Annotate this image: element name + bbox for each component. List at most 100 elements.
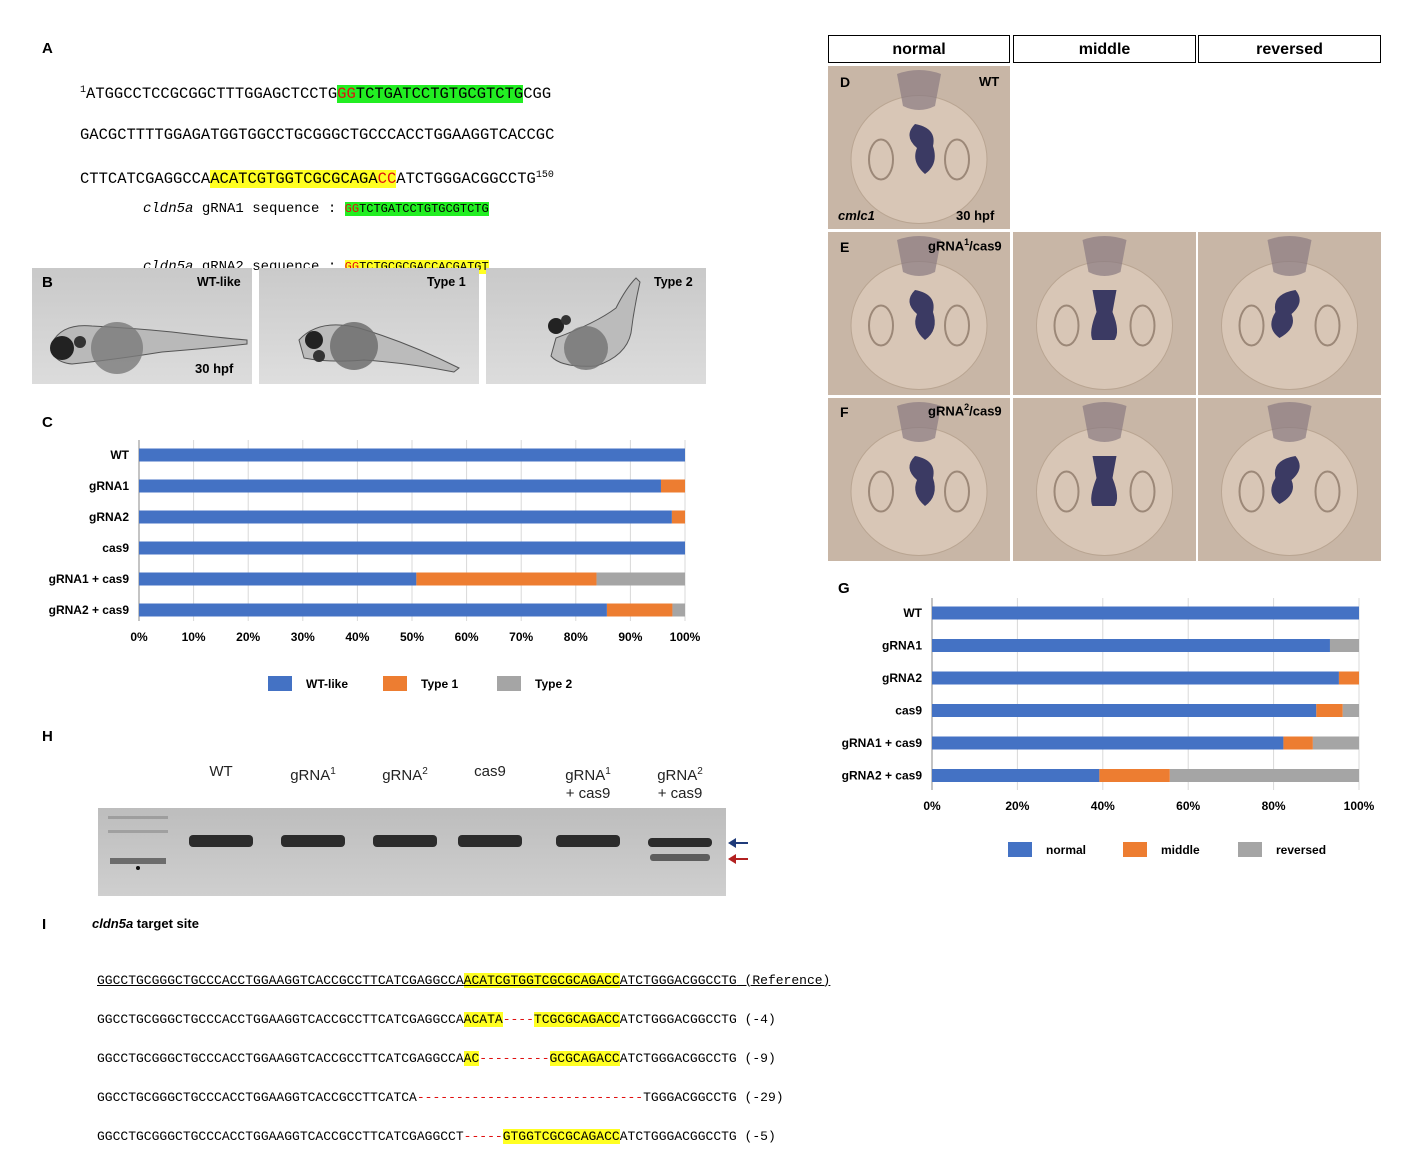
gel-band-upper bbox=[458, 835, 522, 847]
mutant-sequence-3: GGCCTGCGGGCTGCCCACCTGGAAGGTCACCGCCTTCATC… bbox=[97, 1089, 784, 1105]
x-tick-label: 0% bbox=[923, 799, 941, 813]
category-label: gRNA2 bbox=[882, 671, 922, 685]
panel-label-e: E bbox=[840, 239, 850, 255]
head-region bbox=[1082, 236, 1127, 276]
bar-reversed-cas9 bbox=[1342, 704, 1359, 717]
sequence-line-3: CTTCATCGAGGCCAACATCGTGGTCGCGCAGACCATCTGG… bbox=[80, 169, 554, 188]
x-tick-label: 50% bbox=[400, 630, 424, 644]
x-tick-label: 10% bbox=[182, 630, 206, 644]
gel-lane-label: cas9 bbox=[474, 763, 506, 780]
eye-left bbox=[868, 138, 894, 181]
embryo-drawing bbox=[1221, 236, 1358, 390]
head-region bbox=[897, 236, 941, 276]
embryo-drawing bbox=[850, 70, 988, 224]
panel-label-i: I bbox=[42, 916, 47, 933]
x-tick-label: 30% bbox=[291, 630, 315, 644]
grna1-sequence: cldn5a gRNA1 sequence : GGTCTGATCCTGTGCG… bbox=[143, 201, 489, 217]
embryo-drawing bbox=[1221, 402, 1358, 556]
category-label: WT bbox=[110, 448, 129, 462]
x-tick-label: 60% bbox=[455, 630, 479, 644]
legend-swatch-wt-like bbox=[268, 676, 292, 691]
heart-photo-grna1-cas9-normal bbox=[828, 232, 1010, 395]
sequence-line-1: 1ATGGCCTCCGCGGCTTTGGAGCTCCTGGGTCTGATCCTG… bbox=[80, 84, 552, 103]
bar-middle-grna2 bbox=[1338, 671, 1359, 685]
x-tick-label: 100% bbox=[670, 630, 701, 644]
head-region bbox=[1082, 402, 1127, 442]
eye-right bbox=[1129, 304, 1156, 347]
heart-stain-normal bbox=[909, 290, 935, 340]
x-tick-label: 80% bbox=[564, 630, 588, 644]
bar-middle-grna2-cas9 bbox=[1099, 769, 1170, 782]
bar-reversed-grna2-cas9 bbox=[1169, 769, 1359, 782]
gel-lane-label: WT bbox=[209, 763, 233, 780]
stage-label-d: 30 hpf bbox=[956, 208, 995, 223]
eye-left bbox=[1238, 470, 1265, 513]
x-tick-label: 0% bbox=[130, 630, 148, 644]
chart-c-phenotype-distribution: 0% 10% 20% 30% 40% 50% 60% 70% 80% 90% 100% WT gRNA1… bbox=[49, 440, 701, 691]
embryo-drawing bbox=[850, 236, 988, 390]
bar-wt-like-cas9 bbox=[139, 541, 685, 555]
gel-band-upper bbox=[648, 838, 712, 847]
category-label: gRNA2 + cas9 bbox=[49, 603, 130, 617]
eye-right bbox=[1314, 470, 1341, 513]
legend-label-wt-like: WT-like bbox=[306, 677, 348, 691]
category-label: cas9 bbox=[102, 541, 129, 555]
bar-wt-like-grna1 bbox=[139, 479, 661, 493]
eye-left bbox=[1053, 470, 1080, 513]
embryo-type-2-drawing bbox=[548, 277, 641, 370]
bar-wt-like-grna2 bbox=[139, 510, 672, 524]
gel-image bbox=[98, 808, 726, 896]
bar-reversed-grna1 bbox=[1329, 639, 1359, 652]
marker-label-cmlc1: cmlc1 bbox=[838, 208, 875, 223]
heart-photo-grna2-cas9-reversed bbox=[1198, 398, 1381, 561]
bar-type-1-grna2-cas9 bbox=[606, 603, 673, 617]
eye-right bbox=[944, 470, 970, 513]
heart-photo-grna2-cas9-middle bbox=[1013, 398, 1196, 561]
alignment: GGCCTGCGGGCTGCCCACCTGGAAGGTCACCGCCTTCATC… bbox=[97, 951, 830, 1166]
embryo-drawing bbox=[850, 402, 988, 556]
bar-middle-cas9 bbox=[1316, 704, 1343, 717]
genotype-label-grna1-cas9: gRNA1/cas9 bbox=[928, 237, 1002, 254]
bar-wt-like-grna1-cas9 bbox=[139, 572, 417, 586]
heart-stain-reversed bbox=[1271, 456, 1300, 504]
category-label: gRNA1 bbox=[882, 639, 922, 653]
heart-photo-grna2-cas9-normal bbox=[828, 398, 1010, 561]
category-label: gRNA1 + cas9 bbox=[49, 572, 130, 586]
heart-photo-grna1-cas9-middle bbox=[1013, 232, 1196, 395]
category-label: gRNA1 bbox=[89, 479, 129, 493]
gel-lane-label: gRNA2 bbox=[382, 766, 428, 784]
embryo-photo-type-2 bbox=[486, 268, 706, 384]
category-label: WT bbox=[903, 606, 922, 620]
sequence-line-2: GACGCTTTTGGAGATGGTGGCCTGCGGGCTGCCCACCTGG… bbox=[80, 125, 555, 144]
bar-normal-grna1 bbox=[932, 639, 1330, 652]
legend-label-middle: middle bbox=[1161, 843, 1200, 857]
bar-reversed-grna1-cas9 bbox=[1312, 736, 1359, 750]
eye-right bbox=[944, 304, 970, 347]
x-tick-label: 60% bbox=[1176, 799, 1200, 813]
label-type-1: Type 1 bbox=[427, 275, 466, 289]
eye-left bbox=[868, 470, 894, 513]
legend-swatch-type-1 bbox=[383, 676, 407, 691]
x-tick-label: 100% bbox=[1344, 799, 1375, 813]
head-region bbox=[1267, 402, 1312, 442]
head-region bbox=[897, 402, 941, 442]
genotype-label-wt: WT bbox=[979, 74, 1000, 89]
stage-label-b: 30 hpf bbox=[195, 361, 234, 376]
bar-normal-cas9 bbox=[932, 704, 1317, 717]
genotype-label-grna2-cas9: gRNA2/cas9 bbox=[928, 402, 1002, 419]
label-type-2: Type 2 bbox=[654, 275, 693, 289]
gel-band-upper bbox=[189, 835, 253, 847]
x-tick-label: 70% bbox=[509, 630, 533, 644]
bar-middle-grna1-cas9 bbox=[1283, 736, 1313, 750]
panel-label-g: G bbox=[838, 580, 850, 597]
heart-stain-middle bbox=[1091, 290, 1118, 340]
panel-label-h: H bbox=[42, 728, 53, 745]
embryo-drawing bbox=[1036, 236, 1173, 390]
x-tick-label: 90% bbox=[618, 630, 642, 644]
bar-wt-like-wt bbox=[139, 448, 685, 462]
eye-left bbox=[868, 304, 894, 347]
legend-label-normal: normal bbox=[1046, 843, 1086, 857]
bar-type-1-grna2 bbox=[671, 510, 685, 524]
head-region bbox=[897, 70, 941, 110]
head-region bbox=[1267, 236, 1312, 276]
